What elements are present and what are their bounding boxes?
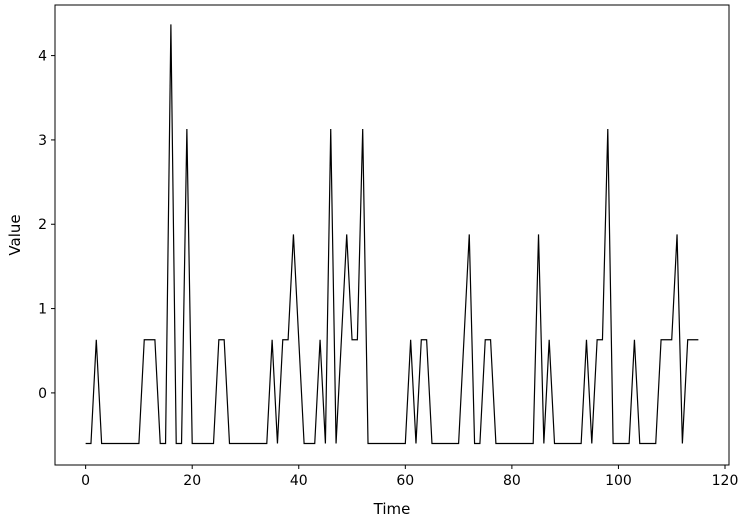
plot-frame: [54, 4, 730, 466]
series-line: [85, 24, 699, 445]
x-tick-label: 100: [605, 473, 632, 489]
x-tick-label: 0: [81, 473, 90, 489]
y-tick-label: 4: [38, 49, 47, 65]
x-tick-label: 40: [290, 473, 308, 489]
y-tick-label: 1: [38, 302, 47, 318]
x-tick-label: 20: [183, 473, 201, 489]
x-axis-label: Time: [373, 500, 411, 518]
y-tick-label: 2: [38, 217, 47, 233]
y-axis: 0 1 2 3 4: [38, 49, 55, 402]
x-tick-label: 80: [503, 473, 521, 489]
y-axis-label: Value: [6, 214, 24, 255]
y-tick-label: 3: [38, 133, 47, 149]
x-tick-label: 120: [712, 473, 739, 489]
plot-area: [55, 5, 729, 465]
y-tick-label: 0: [38, 386, 47, 402]
x-axis: 0 20 40 60 80 100 120: [81, 465, 738, 489]
x-tick-label: 60: [396, 473, 414, 489]
